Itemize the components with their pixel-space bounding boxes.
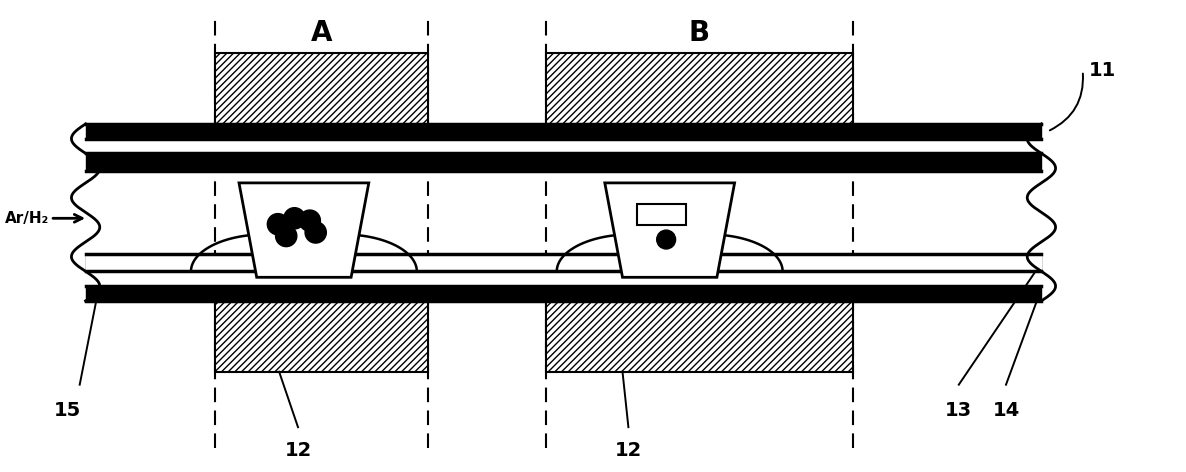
Bar xyxy=(637,204,687,226)
Text: 15: 15 xyxy=(55,401,82,420)
Circle shape xyxy=(305,222,326,243)
Bar xyxy=(216,301,428,372)
Text: 12: 12 xyxy=(285,441,312,460)
Polygon shape xyxy=(605,183,734,278)
Circle shape xyxy=(657,230,676,249)
Text: 13: 13 xyxy=(945,401,973,420)
Text: Ar/H₂: Ar/H₂ xyxy=(6,211,50,226)
Circle shape xyxy=(299,210,320,231)
Bar xyxy=(216,53,428,124)
Bar xyxy=(546,53,853,124)
Text: 11: 11 xyxy=(1089,61,1116,80)
Text: 12: 12 xyxy=(614,441,642,460)
Text: A: A xyxy=(311,19,332,47)
Text: 14: 14 xyxy=(993,401,1020,420)
Bar xyxy=(546,301,853,372)
Text: B: B xyxy=(689,19,709,47)
Circle shape xyxy=(267,214,288,235)
Circle shape xyxy=(283,208,305,229)
Circle shape xyxy=(275,226,296,247)
Polygon shape xyxy=(240,183,369,278)
